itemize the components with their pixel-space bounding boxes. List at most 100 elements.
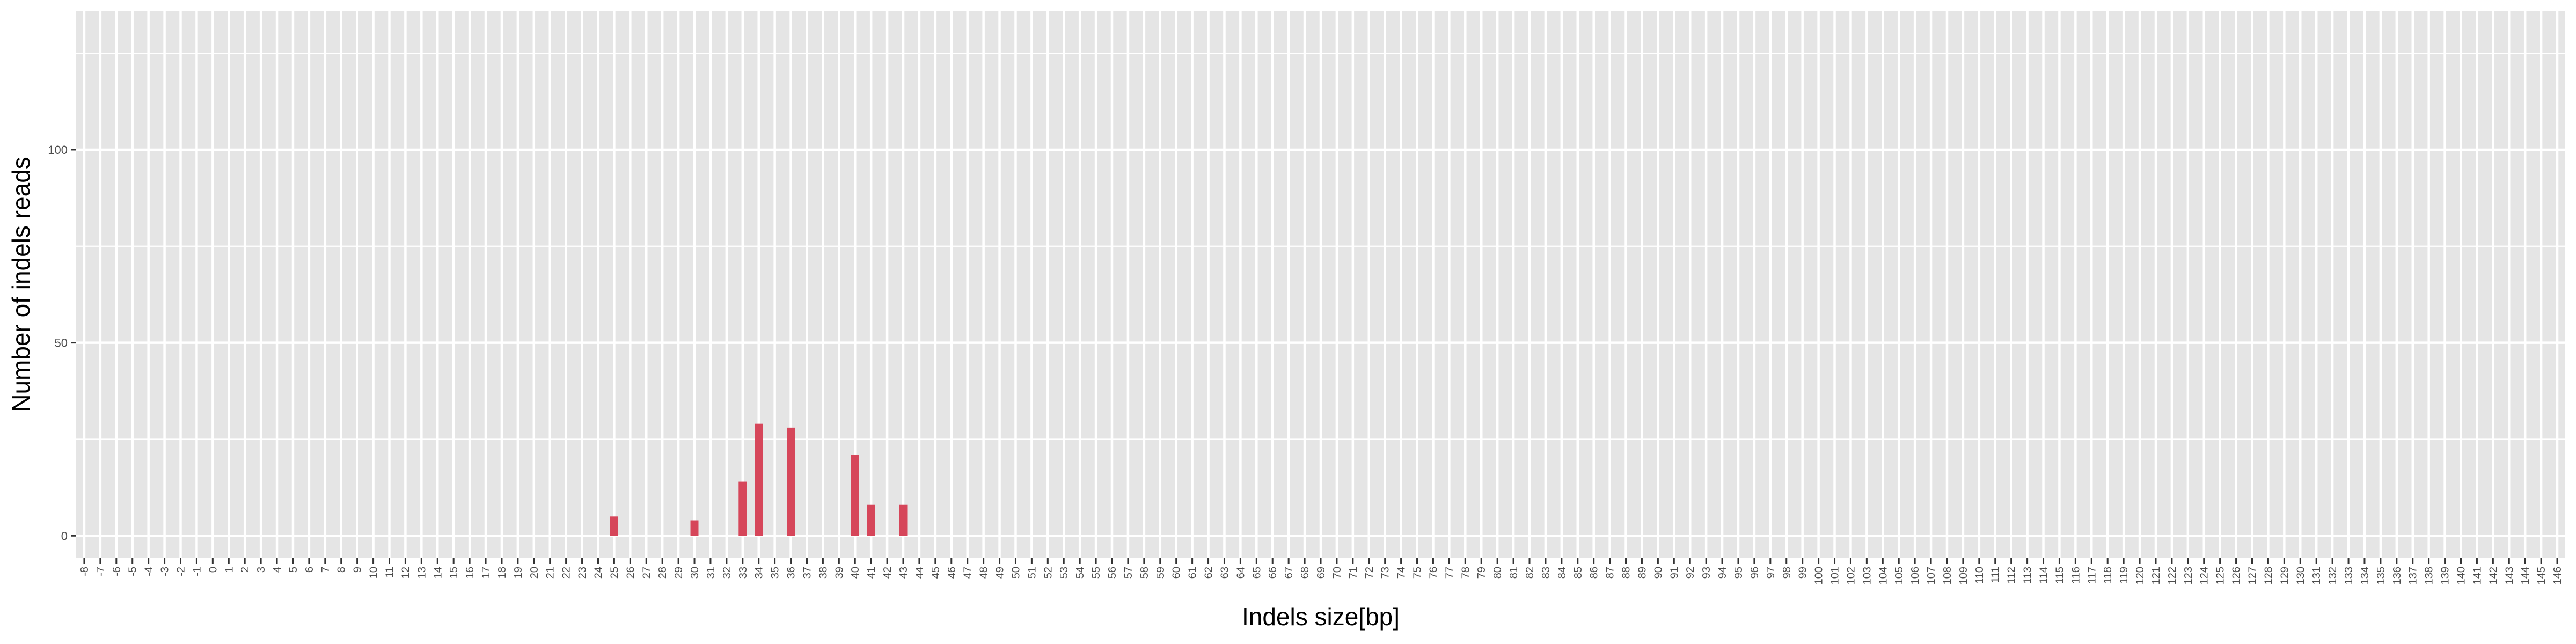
x-tick-label: 111 (1990, 567, 2002, 583)
x-tick-label: 24 (592, 567, 604, 579)
x-tick-label: 105 (1893, 567, 1905, 584)
x-tick-label: -7 (95, 567, 107, 576)
x-tick-label: 54 (1074, 567, 1086, 579)
x-tick-label: -4 (143, 567, 155, 576)
x-tick-label: 100 (1813, 567, 1825, 584)
x-tick-label: 3 (255, 567, 267, 573)
x-tick-label: 92 (1685, 567, 1696, 579)
x-tick-label: 57 (1123, 567, 1135, 579)
x-tick-label: 16 (464, 567, 476, 579)
x-tick-label: 145 (2536, 567, 2548, 584)
x-tick-label: 43 (898, 567, 910, 579)
y-tick-label: 50 (55, 336, 68, 350)
x-tick-label: 72 (1364, 567, 1375, 579)
x-tick-label: 5 (288, 567, 299, 573)
x-tick-label: 82 (1524, 567, 1536, 579)
x-tick-label: -8 (79, 567, 91, 576)
bar (851, 455, 859, 536)
x-tick-label: 49 (994, 567, 1006, 579)
x-tick-label: 88 (1621, 567, 1633, 579)
x-tick-label: 39 (833, 567, 845, 579)
x-tick-label: 130 (2295, 567, 2307, 584)
x-tick-label: 41 (866, 567, 877, 579)
x-tick-label: 60 (1171, 567, 1183, 579)
x-tick-label: 23 (577, 567, 589, 579)
x-tick-label: 104 (1877, 567, 1889, 584)
x-tick-label: 85 (1572, 567, 1584, 579)
x-tick-label: 79 (1476, 567, 1488, 579)
x-tick-label: 143 (2504, 567, 2515, 584)
x-tick-label: 31 (705, 567, 717, 579)
x-tick-label: 11 (384, 567, 396, 578)
x-tick-label: 76 (1428, 567, 1439, 579)
x-tick-label: 135 (2375, 567, 2387, 584)
x-tick-label: 63 (1219, 567, 1231, 579)
x-tick-label: 55 (1091, 567, 1102, 579)
x-tick-label: 65 (1251, 567, 1263, 579)
x-tick-label: 69 (1315, 567, 1327, 579)
x-tick-label: 122 (2167, 567, 2178, 584)
x-tick-label: 17 (480, 567, 492, 579)
x-tick-label: 53 (1058, 567, 1070, 579)
x-tick-label: 12 (400, 567, 412, 579)
x-tick-label: 21 (545, 567, 557, 579)
x-tick-label: 30 (689, 567, 701, 579)
x-tick-label: -3 (159, 567, 171, 576)
x-tick-label: 67 (1283, 567, 1295, 579)
x-tick-label: 141 (2471, 567, 2483, 584)
x-tick-label: 101 (1829, 567, 1841, 584)
grid-lines (76, 11, 2565, 558)
x-tick-label: 74 (1396, 567, 1408, 579)
x-tick-label: 51 (1026, 567, 1038, 579)
x-tick-label: 121 (2150, 567, 2162, 584)
x-tick-label: 4 (272, 567, 283, 573)
x-tick-label: 28 (657, 567, 669, 579)
x-tick-label: 27 (641, 567, 653, 579)
x-tick-label: 1 (223, 567, 235, 573)
x-tick-label: 99 (1797, 567, 1809, 579)
x-tick-label: 81 (1508, 567, 1520, 579)
bar (787, 427, 795, 536)
x-tick-label: 114 (2038, 567, 2050, 584)
x-tick-label: 134 (2359, 567, 2371, 584)
x-tick-label: 34 (753, 567, 765, 579)
x-tick-label: 124 (2199, 567, 2211, 584)
x-tick-label: 117 (2086, 567, 2098, 584)
bar (738, 481, 747, 536)
x-tick-label: 78 (1460, 567, 1472, 579)
x-tick-label: 56 (1107, 567, 1118, 579)
x-tick-label: 77 (1444, 567, 1455, 579)
x-tick-label: 14 (432, 567, 444, 579)
x-tick-label: 45 (930, 567, 942, 579)
x-tick-label: 19 (513, 567, 524, 579)
x-tick-label: 37 (801, 567, 813, 579)
x-tick-label: 48 (978, 567, 990, 579)
x-tick-label: 46 (946, 567, 958, 579)
x-tick-label: 98 (1781, 567, 1793, 579)
x-tick-label: 127 (2247, 567, 2259, 584)
x-axis-title: Indels size[bp] (1242, 603, 1400, 631)
x-tick-label: 119 (2118, 567, 2130, 584)
x-tick-label: 133 (2343, 567, 2355, 584)
x-tick-label: 84 (1556, 567, 1568, 579)
x-tick-label: 58 (1139, 567, 1151, 579)
x-tick-label: 106 (1909, 567, 1921, 584)
x-tick-label: 52 (1042, 567, 1054, 579)
x-tick-label: 8 (336, 567, 348, 573)
x-tick-label: 70 (1331, 567, 1343, 579)
x-tick-label: 20 (529, 567, 540, 579)
x-tick-label: 66 (1267, 567, 1279, 579)
x-tick-label: 83 (1540, 567, 1552, 579)
x-tick-label: 140 (2456, 567, 2468, 584)
x-tick-label: 109 (1958, 567, 1970, 584)
y-axis-title: Number of indels reads (7, 157, 35, 412)
x-tick-label: -5 (127, 567, 139, 576)
x-tick-label: 138 (2424, 567, 2435, 584)
x-tick-label: 0 (207, 567, 219, 573)
x-tick-label: 32 (721, 567, 733, 579)
x-tick-label: 18 (496, 567, 508, 579)
x-tick-label: 75 (1412, 567, 1424, 579)
x-tick-label: 108 (1942, 567, 1953, 584)
